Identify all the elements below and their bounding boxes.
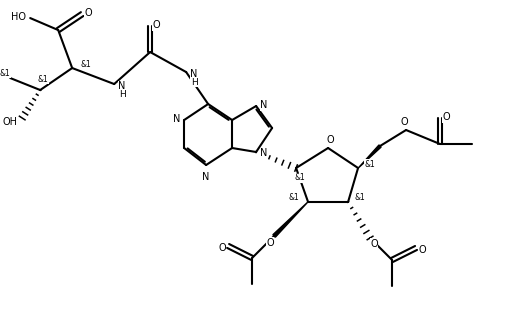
Text: &1: &1 — [81, 59, 92, 68]
Text: O: O — [400, 117, 408, 127]
Text: N: N — [202, 172, 210, 182]
Text: &1: &1 — [355, 193, 366, 202]
Text: O: O — [266, 238, 274, 248]
Text: &1: &1 — [0, 68, 10, 77]
Text: HO: HO — [10, 12, 26, 22]
Polygon shape — [273, 202, 308, 237]
Text: OH: OH — [3, 117, 18, 127]
Text: O: O — [84, 8, 92, 18]
Text: O: O — [442, 112, 450, 122]
Text: N: N — [190, 69, 198, 79]
Text: O: O — [418, 245, 426, 255]
Text: &1: &1 — [295, 173, 305, 182]
Text: &1: &1 — [365, 160, 376, 168]
Text: H: H — [119, 90, 126, 99]
Text: O: O — [218, 243, 226, 253]
Polygon shape — [358, 145, 381, 168]
Text: N: N — [119, 81, 126, 91]
Text: O: O — [370, 239, 378, 249]
Text: N: N — [260, 148, 267, 158]
Text: O: O — [326, 135, 334, 145]
Text: H: H — [191, 77, 198, 87]
Text: N: N — [260, 100, 267, 110]
Text: &1: &1 — [38, 74, 49, 84]
Text: &1: &1 — [289, 193, 300, 202]
Text: N: N — [173, 114, 180, 124]
Text: O: O — [152, 20, 160, 30]
